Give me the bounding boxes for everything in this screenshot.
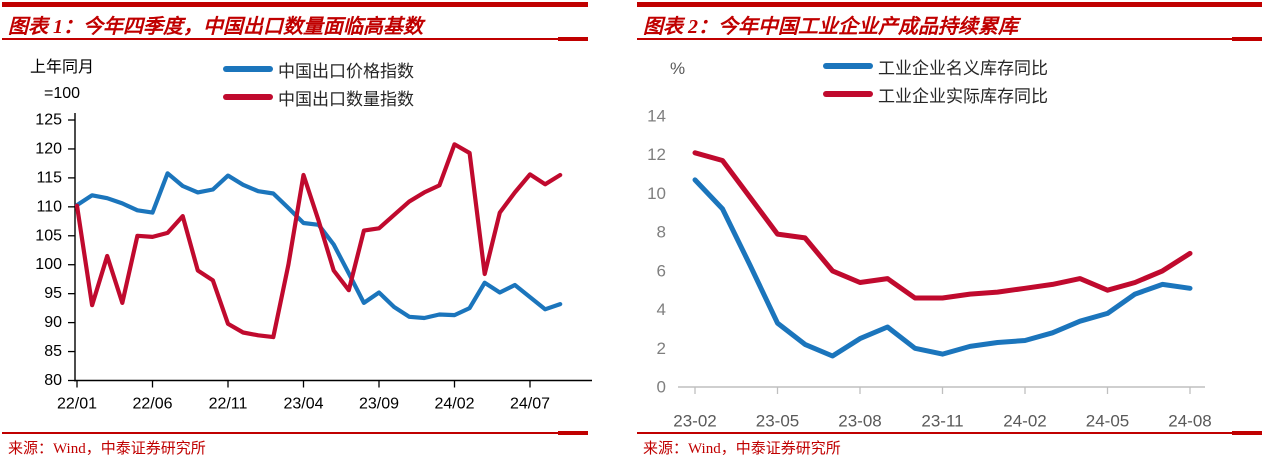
y-axis-unit-line: % (670, 59, 686, 78)
legend-label: 中国出口数量指数 (278, 89, 414, 109)
x-tick-label: 22/06 (132, 396, 172, 413)
x-tick-label: 23-05 (756, 412, 799, 431)
figure-1-top-rule (2, 2, 588, 7)
legend-line-swatch (823, 63, 873, 69)
legend-label: 中国出口价格指数 (278, 61, 414, 81)
y-axis-tick-labels: 80 85 90 95 100 105 110 115 120 125 (35, 112, 75, 389)
y-axis-unit-line: =100 (44, 85, 81, 102)
rule-end-cap (558, 37, 588, 41)
legend-item: 中国出口数量指数 (223, 87, 414, 109)
figure-1-panel: 图表 1：今年四季度，中国出口数量面临高基数 上年同月 =100 中国出口价格指数… (2, 0, 588, 460)
line-series-1 (692, 177, 1193, 359)
figure-2-panel: 图表 2：今年中国工业企业产成品持续累库 % 工业企业名义库存同比 工业企业实际库… (637, 0, 1262, 460)
chart-2: 0 2 4 6 8 10 12 14 23-02 23-05 23-08 23-11 24-02 24-0… (647, 107, 1212, 431)
y-tick-label: 105 (35, 227, 62, 244)
y-axis-tick-labels: 0 2 4 6 8 10 12 14 (647, 107, 666, 397)
x-tick-label: 22/01 (57, 396, 97, 413)
figure-2-bottom-rule (637, 431, 1262, 435)
x-tick-label: 24-05 (1086, 412, 1129, 431)
line-series-2 (74, 142, 563, 340)
figure-1-bottom-rule (2, 431, 588, 435)
y-tick-label: 6 (657, 261, 666, 280)
legend-line-swatch (223, 66, 273, 72)
x-axis-tick-labels: 23-02 23-05 23-08 23-11 24-02 24-05 24-08 (673, 387, 1212, 431)
figure-1-y-axis-unit: 上年同月 =100 (30, 55, 94, 107)
y-tick-label: 4 (657, 300, 666, 319)
y-tick-label: 95 (44, 285, 62, 302)
y-tick-label: 100 (35, 256, 62, 273)
y-tick-label: 2 (657, 339, 666, 358)
y-tick-label: 115 (36, 169, 62, 186)
y-tick-label: 8 (657, 223, 666, 242)
x-tick-label: 24/07 (510, 396, 550, 413)
figure-2-title-underline (637, 37, 1262, 41)
x-tick-label: 23-08 (838, 412, 881, 431)
legend-label: 工业企业名义库存同比 (878, 58, 1048, 78)
legend-line-swatch (823, 91, 873, 97)
legend-item: 工业企业名义库存同比 (823, 56, 1048, 78)
x-tick-label: 24/02 (434, 396, 474, 413)
x-tick-label: 22/11 (209, 396, 248, 413)
rule-end-cap (558, 431, 588, 435)
legend-item: 工业企业实际库存同比 (823, 84, 1048, 106)
y-tick-label: 110 (36, 198, 62, 215)
figure-2-legend: 工业企业名义库存同比 工业企业实际库存同比 (823, 56, 1048, 106)
y-tick-label: 90 (44, 314, 62, 331)
legend-label: 工业企业实际库存同比 (878, 86, 1048, 106)
figure-1-legend: 中国出口价格指数 中国出口数量指数 (223, 59, 414, 109)
figure-2-title: 图表 2：今年中国工业企业产成品持续累库 (643, 16, 1018, 38)
y-tick-label: 12 (647, 145, 666, 164)
figure-1-title-underline (2, 37, 588, 41)
figure-2-y-axis-unit: % (670, 56, 685, 82)
legend-line-swatch (223, 94, 273, 100)
rule-end-cap (1232, 37, 1262, 41)
figure-1-title: 图表 1：今年四季度，中国出口数量面临高基数 (8, 16, 423, 38)
y-tick-label: 0 (657, 378, 666, 397)
x-tick-label: 23/09 (359, 396, 399, 413)
figure-1-source-note: 来源：Wind，中泰证券研究所 (8, 441, 206, 457)
x-tick-label: 24-02 (1003, 412, 1046, 431)
y-tick-label: 125 (35, 112, 62, 129)
chart-1: 80 85 90 95 100 105 110 115 120 125 22/01 22/06 22/1… (35, 112, 592, 413)
x-tick-label: 24-08 (1168, 412, 1211, 431)
x-tick-label: 23-11 (921, 412, 963, 431)
rule-end-cap (1232, 431, 1262, 435)
x-axis-tick-labels: 22/01 22/06 22/11 23/04 23/09 24/02 24/07 (57, 380, 550, 413)
legend-item: 中国出口价格指数 (223, 59, 414, 81)
y-tick-label: 10 (647, 184, 666, 203)
y-tick-label: 120 (35, 140, 62, 157)
y-tick-label: 14 (647, 107, 666, 126)
x-tick-label: 23-02 (673, 412, 716, 431)
figure-2-top-rule (637, 2, 1262, 7)
y-tick-label: 85 (44, 343, 62, 360)
line-series-2 (692, 150, 1193, 301)
x-tick-label: 23/04 (283, 396, 323, 413)
y-tick-label: 80 (44, 372, 62, 389)
y-axis-unit-line: 上年同月 (30, 59, 95, 76)
figure-2-source-note: 来源：Wind，中泰证券研究所 (643, 441, 841, 457)
